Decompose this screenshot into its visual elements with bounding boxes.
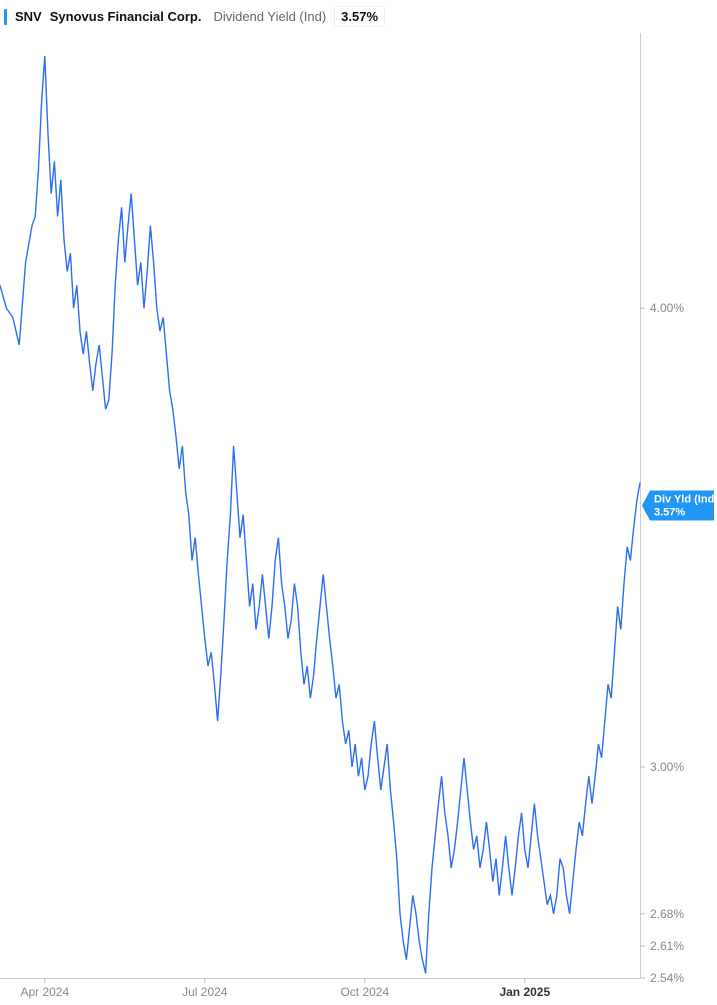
x-tick-label: Jan 2025 xyxy=(499,985,550,999)
accent-bar xyxy=(4,9,7,25)
company-name: Synovus Financial Corp. xyxy=(50,9,202,24)
y-tick-label: 4.00% xyxy=(650,301,684,315)
y-tick-label: 2.68% xyxy=(650,907,684,921)
tag-value: 3.57% xyxy=(654,507,685,519)
y-tick-label: 3.00% xyxy=(650,760,684,774)
ticker-symbol: SNV xyxy=(15,9,42,24)
metric-name: Dividend Yield (Ind) xyxy=(213,9,326,24)
tag-label: Div Yld (Ind) xyxy=(654,494,717,506)
metric-value: 3.57% xyxy=(334,6,385,27)
yield-line xyxy=(0,56,640,974)
x-tick-label: Apr 2024 xyxy=(20,985,69,999)
chart-area[interactable]: 4.00% 3.00% 2.68% 2.61% 2.54% Apr 2024 Jul 202… xyxy=(0,33,717,1005)
line-chart: 4.00% 3.00% 2.68% 2.61% 2.54% Apr 2024 Jul 202… xyxy=(0,33,717,1005)
y-tick-label: 2.61% xyxy=(650,939,684,953)
chart-header: SNV Synovus Financial Corp. Dividend Yie… xyxy=(0,0,717,33)
x-tick-label: Jul 2024 xyxy=(182,985,228,999)
y-tick-label: 2.54% xyxy=(650,971,684,985)
x-tick-label: Oct 2024 xyxy=(340,985,389,999)
